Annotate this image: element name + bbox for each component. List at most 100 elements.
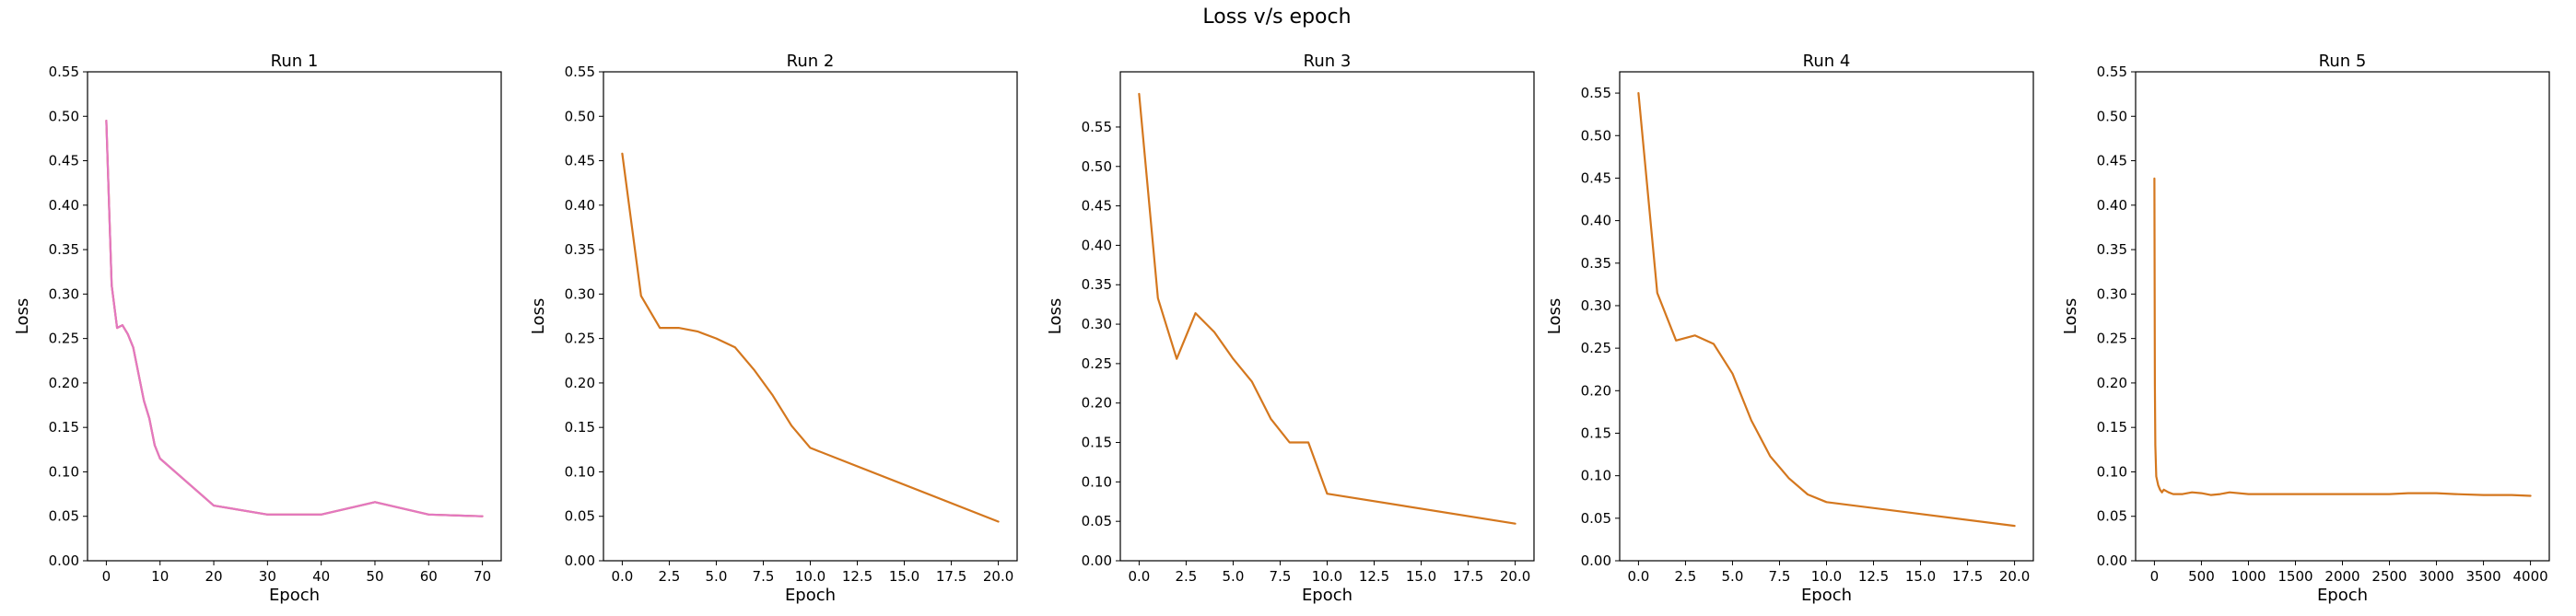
y-tick-label: 0.20 <box>49 375 79 391</box>
y-tick-label: 0.45 <box>49 153 79 169</box>
x-tick-label: 10.0 <box>1312 568 1342 585</box>
series-line-1 <box>1637 91 2016 528</box>
y-tick-label: 0.25 <box>49 331 79 347</box>
y-tick-label: 0.00 <box>1082 552 1112 569</box>
y-tick-label: 0.10 <box>565 463 595 480</box>
y-tick-label: 0.10 <box>1082 473 1112 490</box>
y-tick-label: 0.55 <box>2097 64 2127 80</box>
y-tick-label: 0.45 <box>1082 198 1112 215</box>
y-tick-label: 0.30 <box>565 285 595 302</box>
y-tick-label: 0.35 <box>565 241 595 258</box>
y-tick-label: 0.25 <box>1082 355 1112 372</box>
x-tick-label: 17.5 <box>1453 568 1483 585</box>
y-tick-label: 0.50 <box>565 108 595 124</box>
x-tick-label: 17.5 <box>936 568 966 585</box>
y-tick-label: 0.35 <box>1581 255 1611 272</box>
y-tick-label: 0.00 <box>1581 552 1611 569</box>
y-tick-label: 0.55 <box>565 64 595 80</box>
x-tick-label: 2500 <box>2371 568 2406 585</box>
subplot-4: 0.0 2.5 5.0 7.5 10.0 12.5 15.0 17.5 20.0 0.00 0.05… <box>1545 52 2034 605</box>
y-tick-label: 0.05 <box>1581 510 1611 527</box>
x-tick-label: 2.5 <box>1675 568 1697 585</box>
x-tick-label: 2000 <box>2324 568 2359 585</box>
y-tick-label: 0.40 <box>1581 213 1611 229</box>
y-tick-label: 0.20 <box>565 375 595 391</box>
y-tick-label: 0.25 <box>565 331 595 347</box>
y-axis-label: Loss <box>2061 298 2080 334</box>
subplots: 0 10 20 30 40 50 60 700.000.050.100.150.200.250… <box>13 52 2550 605</box>
subplot-title: Run 1 <box>271 52 319 71</box>
x-tick-label: 50 <box>366 568 383 585</box>
x-tick-label: 1000 <box>2231 568 2266 585</box>
y-tick-label: 0.40 <box>2097 197 2127 214</box>
y-tick-label: 0.45 <box>2097 153 2127 169</box>
y-tick-label: 0.15 <box>2097 419 2127 436</box>
x-tick-label: 2.5 <box>659 568 681 585</box>
x-axis-label: Epoch <box>2317 586 2368 605</box>
subplot-title: Run 2 <box>787 52 835 71</box>
x-tick-label: 5.0 <box>1722 568 1744 585</box>
subplot-title: Run 5 <box>2319 52 2367 71</box>
series-line-2 <box>105 120 484 517</box>
x-tick-label: 7.5 <box>1270 568 1292 585</box>
x-tick-label: 2.5 <box>1176 568 1198 585</box>
series-line-1 <box>621 152 1000 523</box>
subplot-5: 0 500 1000 1500 2000 2500 3000 3500 4000 0.00 0.05… <box>2061 52 2550 605</box>
x-tick-label: 500 <box>2188 568 2215 585</box>
y-tick-label: 0.20 <box>2097 375 2127 391</box>
series-line-1 <box>2153 177 2532 497</box>
y-tick-label: 0.15 <box>565 419 595 436</box>
y-tick-label: 0.35 <box>2097 241 2127 258</box>
y-tick-label: 0.35 <box>1082 276 1112 293</box>
x-tick-label: 20.0 <box>1500 568 1530 585</box>
y-tick-label: 0.05 <box>1082 513 1112 529</box>
y-tick-label: 0.10 <box>1581 468 1611 484</box>
x-axis-label: Epoch <box>785 586 836 605</box>
figure-title: Loss v/s epoch <box>1202 6 1351 29</box>
x-tick-label: 0.0 <box>1627 568 1649 585</box>
y-tick-label: 0.55 <box>49 64 79 80</box>
x-tick-label: 15.0 <box>1406 568 1436 585</box>
x-tick-label: 30 <box>259 568 276 585</box>
y-axis-label: Loss <box>529 298 548 334</box>
x-axis-label: Epoch <box>1302 586 1352 605</box>
y-axis-label: Loss <box>1046 298 1065 334</box>
x-tick-label: 3500 <box>2465 568 2500 585</box>
y-tick-label: 0.45 <box>1581 169 1611 186</box>
y-tick-label: 0.20 <box>1082 395 1112 412</box>
y-tick-label: 0.05 <box>2097 508 2127 525</box>
subplot-3: 0.0 2.5 5.0 7.5 10.0 12.5 15.0 17.5 20.0 0.00 0.05… <box>1046 52 1535 605</box>
y-tick-label: 0.30 <box>49 285 79 302</box>
y-tick-label: 0.05 <box>565 508 595 525</box>
y-tick-label: 0.25 <box>1581 340 1611 356</box>
x-tick-label: 0.0 <box>1128 568 1150 585</box>
x-tick-label: 4000 <box>2512 568 2547 585</box>
x-tick-label: 12.5 <box>1359 568 1389 585</box>
x-tick-label: 20.0 <box>983 568 1013 585</box>
y-axis-label: Loss <box>13 298 32 334</box>
y-tick-label: 0.15 <box>1581 424 1611 441</box>
x-tick-label: 12.5 <box>842 568 872 585</box>
x-tick-label: 7.5 <box>753 568 775 585</box>
x-axis-label: Epoch <box>1801 586 1852 605</box>
subplot-1: 0 10 20 30 40 50 60 70 0.00 0.05 0.10 0.15 0.20 0.25 0… <box>13 52 502 605</box>
y-tick-label: 0.40 <box>565 197 595 214</box>
x-tick-label: 5.0 <box>706 568 728 585</box>
x-tick-label: 0.0 <box>611 568 633 585</box>
x-tick-label: 60 <box>420 568 438 585</box>
y-tick-label: 0.15 <box>49 419 79 436</box>
series-line-1 <box>1138 92 1516 525</box>
x-tick-label: 20.0 <box>1999 568 2030 585</box>
x-tick-label: 7.5 <box>1769 568 1791 585</box>
x-tick-label: 15.0 <box>889 568 919 585</box>
subplot-title: Run 3 <box>1304 52 1352 71</box>
y-tick-label: 0.25 <box>2097 331 2127 347</box>
x-tick-label: 0 <box>102 568 111 585</box>
y-tick-label: 0.35 <box>49 241 79 258</box>
y-tick-label: 0.10 <box>49 463 79 480</box>
y-tick-label: 0.50 <box>1581 127 1611 144</box>
x-axis-label: Epoch <box>269 586 320 605</box>
x-tick-label: 70 <box>474 568 491 585</box>
